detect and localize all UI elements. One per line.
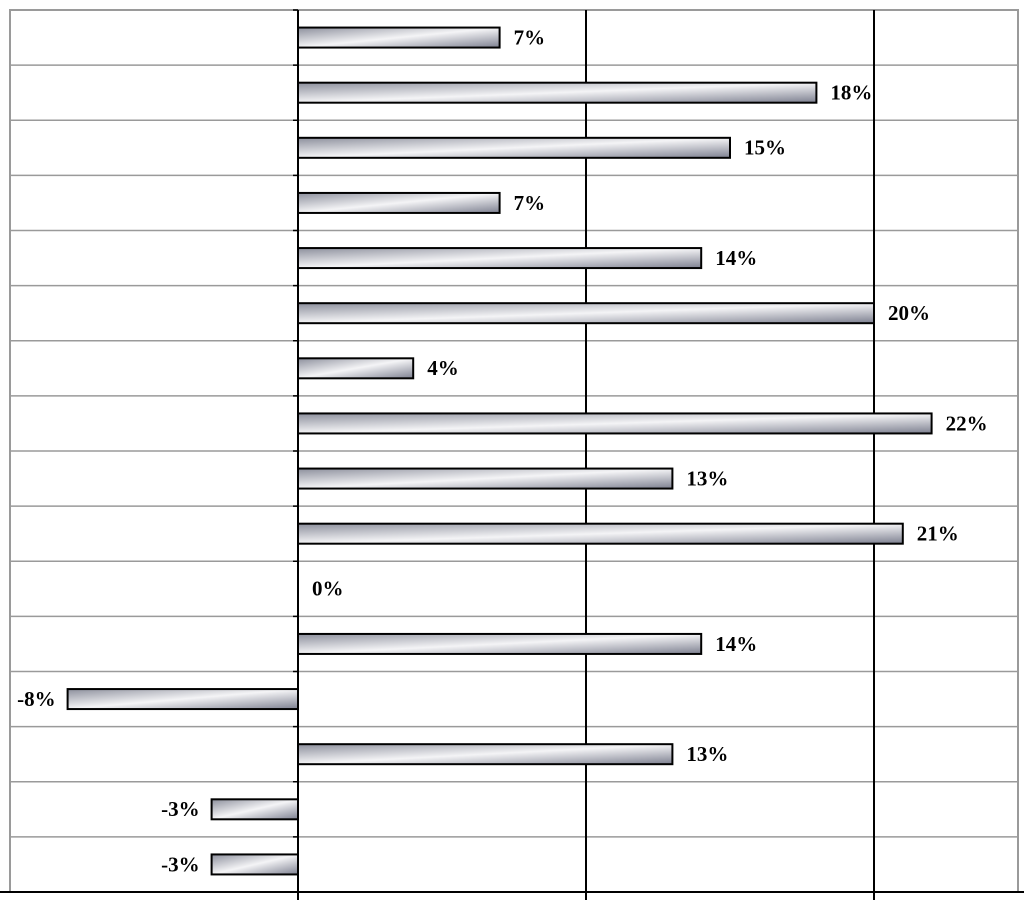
data-label: 7% <box>514 191 546 215</box>
bar <box>210 853 300 876</box>
data-label: 18% <box>830 81 872 105</box>
data-label: -3% <box>161 797 200 821</box>
bar <box>297 412 933 435</box>
data-label: 14% <box>715 632 757 656</box>
bar <box>210 798 300 821</box>
data-label: -8% <box>17 687 56 711</box>
data-label: 13% <box>686 466 728 490</box>
data-label: 20% <box>888 301 930 325</box>
data-label: 21% <box>917 522 959 546</box>
data-label: 13% <box>686 742 728 766</box>
bar <box>297 247 703 270</box>
data-label: -3% <box>161 852 200 876</box>
bar <box>66 688 299 711</box>
bar <box>297 81 818 104</box>
bar <box>297 136 731 159</box>
bar <box>297 632 703 655</box>
data-label: 0% <box>312 577 344 601</box>
bar <box>297 467 674 490</box>
data-label: 22% <box>946 411 988 435</box>
data-label: 7% <box>514 25 546 49</box>
bar <box>297 26 501 49</box>
bar <box>297 302 875 325</box>
bar <box>297 743 674 766</box>
data-label: 4% <box>427 356 459 380</box>
data-label: 14% <box>715 246 757 270</box>
bar <box>297 522 904 545</box>
bar <box>297 191 501 214</box>
bar <box>297 357 415 380</box>
data-label: 15% <box>744 136 786 160</box>
